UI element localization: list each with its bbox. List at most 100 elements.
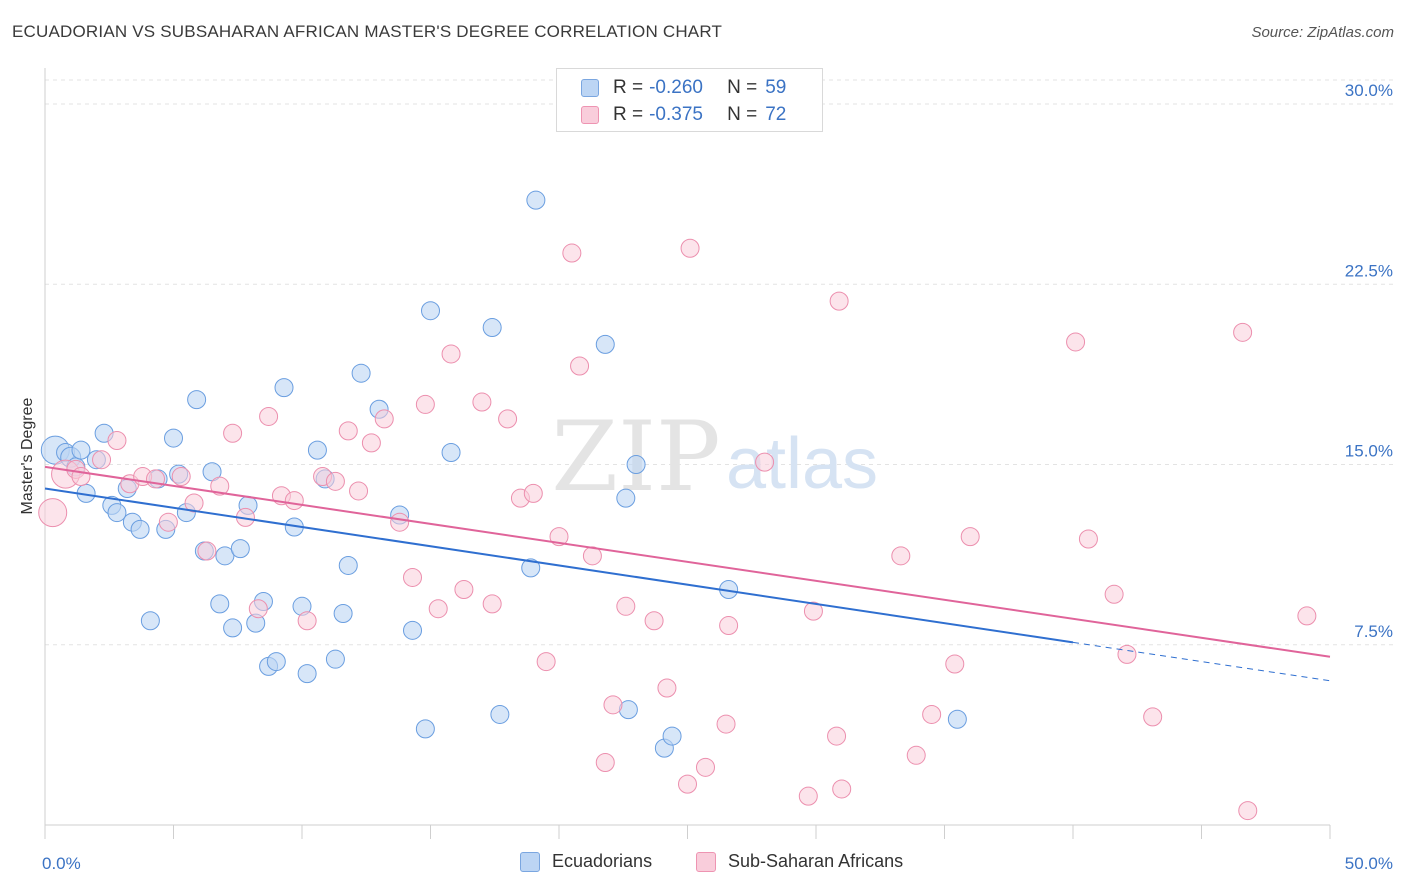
ecuadorian-point [210,594,230,614]
subsaharan-point [1238,801,1258,821]
subsaharan-point [644,611,664,631]
subsaharan-point [798,786,818,806]
subsaharan-point [829,291,849,311]
legend-r-label: R = [613,104,644,125]
ecuadorian-point [421,301,440,321]
subsaharan-point [325,471,345,491]
x-tick-label: 0.0% [42,854,81,873]
subsaharan-point [562,243,582,263]
subsaharan-point [158,512,178,532]
subsaharan-point [891,546,911,566]
ecuadorian-point [403,620,423,640]
ecuadorian-point [616,488,636,508]
subsaharan-point [297,611,317,631]
ecuadorian-point [107,503,127,523]
subsaharan-point [184,493,204,513]
legend-row-ecuadorians: R = -0.260 N = 59 [581,77,786,99]
ecuadorian-point [482,318,502,338]
subsaharan-point [197,541,217,561]
subsaharan-point [1104,584,1124,604]
series-legend: Ecuadorians Sub-Saharan Africans [0,851,1406,877]
legend-swatch-ecuadorians [581,79,599,97]
y-tick-label: 7.5% [1354,622,1393,641]
y-axis-label: Master's Degree [19,397,36,515]
y-tick-label: 15.0% [1345,442,1393,461]
correlation-legend: R = -0.260 N = 59 R = -0.375 N = 72 [556,68,823,132]
subsaharan-point [472,392,492,412]
subsaharan-point [441,344,461,364]
legend-n-label: N = [727,104,758,125]
legend-item-ecuadorians[interactable]: Ecuadorians [520,851,652,872]
ecuadorian-point [662,726,682,746]
ecuadorian-point [526,190,546,210]
legend-r-value: -0.260 [649,77,703,98]
ecuadorian-point [595,334,615,354]
subsaharan-point [482,594,502,614]
legend-r-value: -0.375 [649,104,703,125]
subsaharan-point [595,753,615,773]
ecuadorians-trend-extension [1072,641,1331,682]
subsaharan-point [259,406,279,426]
ecuadorian-point [140,611,160,631]
watermark: ZIP atlas [551,401,878,513]
subsaharan-point [570,356,590,376]
ecuadorian-point [71,440,91,460]
subsaharan-point [92,450,112,470]
y-tick-label: 22.5% [1345,261,1393,280]
legend-r-label: R = [613,77,644,98]
subsaharan-trend-line [44,465,1331,658]
ecuadorian-point [351,363,371,383]
legend-label-subsaharan: Sub-Saharan Africans [728,851,904,871]
legend-n-label: N = [727,77,758,98]
subsaharan-point [536,652,556,672]
legend-label-ecuadorians: Ecuadorians [552,851,653,871]
subsaharan-point [428,599,448,619]
ecuadorian-point [338,555,358,575]
subsaharan-point [338,421,358,441]
subsaharan-point [361,433,381,453]
subsaharan-point [1117,644,1137,664]
ecuadorian-point [297,664,317,684]
x-tick-label: 50.0% [1345,854,1393,873]
subsaharan-point [960,527,980,547]
ecuadorian-point [490,704,510,724]
subsaharan-point [1078,529,1098,549]
legend-row-subsaharan: R = -0.375 N = 72 [581,104,786,126]
grid-lines [45,79,1395,646]
subsaharan-point [403,567,423,587]
subsaharan-point [657,678,677,698]
subsaharan-point [210,476,230,496]
subsaharan-point [498,409,518,429]
ecuadorian-point [325,649,345,669]
subsaharan-point [146,469,166,489]
subsaharan-point [906,745,926,765]
subsaharan-point [374,409,394,429]
ecuadorian-point [521,558,541,578]
subsaharan-point [680,238,700,258]
subsaharan-point [1233,322,1253,342]
subsaharan-point [223,423,243,443]
trend-lines [44,465,1331,682]
subsaharan-point [922,704,942,724]
ecuadorian-point [307,440,327,460]
subsaharan-point [107,430,127,450]
ecuadorian-point [626,455,646,475]
ecuadorian-point [130,519,150,539]
subsaharan-point [38,498,68,528]
subsaharan-point [171,467,191,487]
subsaharan-point [945,654,965,674]
ecuadorian-point [333,604,353,624]
legend-n-value: 59 [765,77,787,98]
ecuadorian-point [266,652,286,672]
subsaharan-point [695,757,715,777]
subsaharan-point [1066,332,1086,352]
ecuadorian-point [215,546,235,566]
subsaharan-point [616,596,636,616]
ecuadorian-point [164,428,183,448]
ecuadorian-point [223,618,243,638]
legend-n-value: 72 [765,104,787,125]
ecuadorian-point [274,378,294,398]
legend-item-subsaharan[interactable]: Sub-Saharan Africans [696,851,903,872]
subsaharan-point [603,695,623,715]
